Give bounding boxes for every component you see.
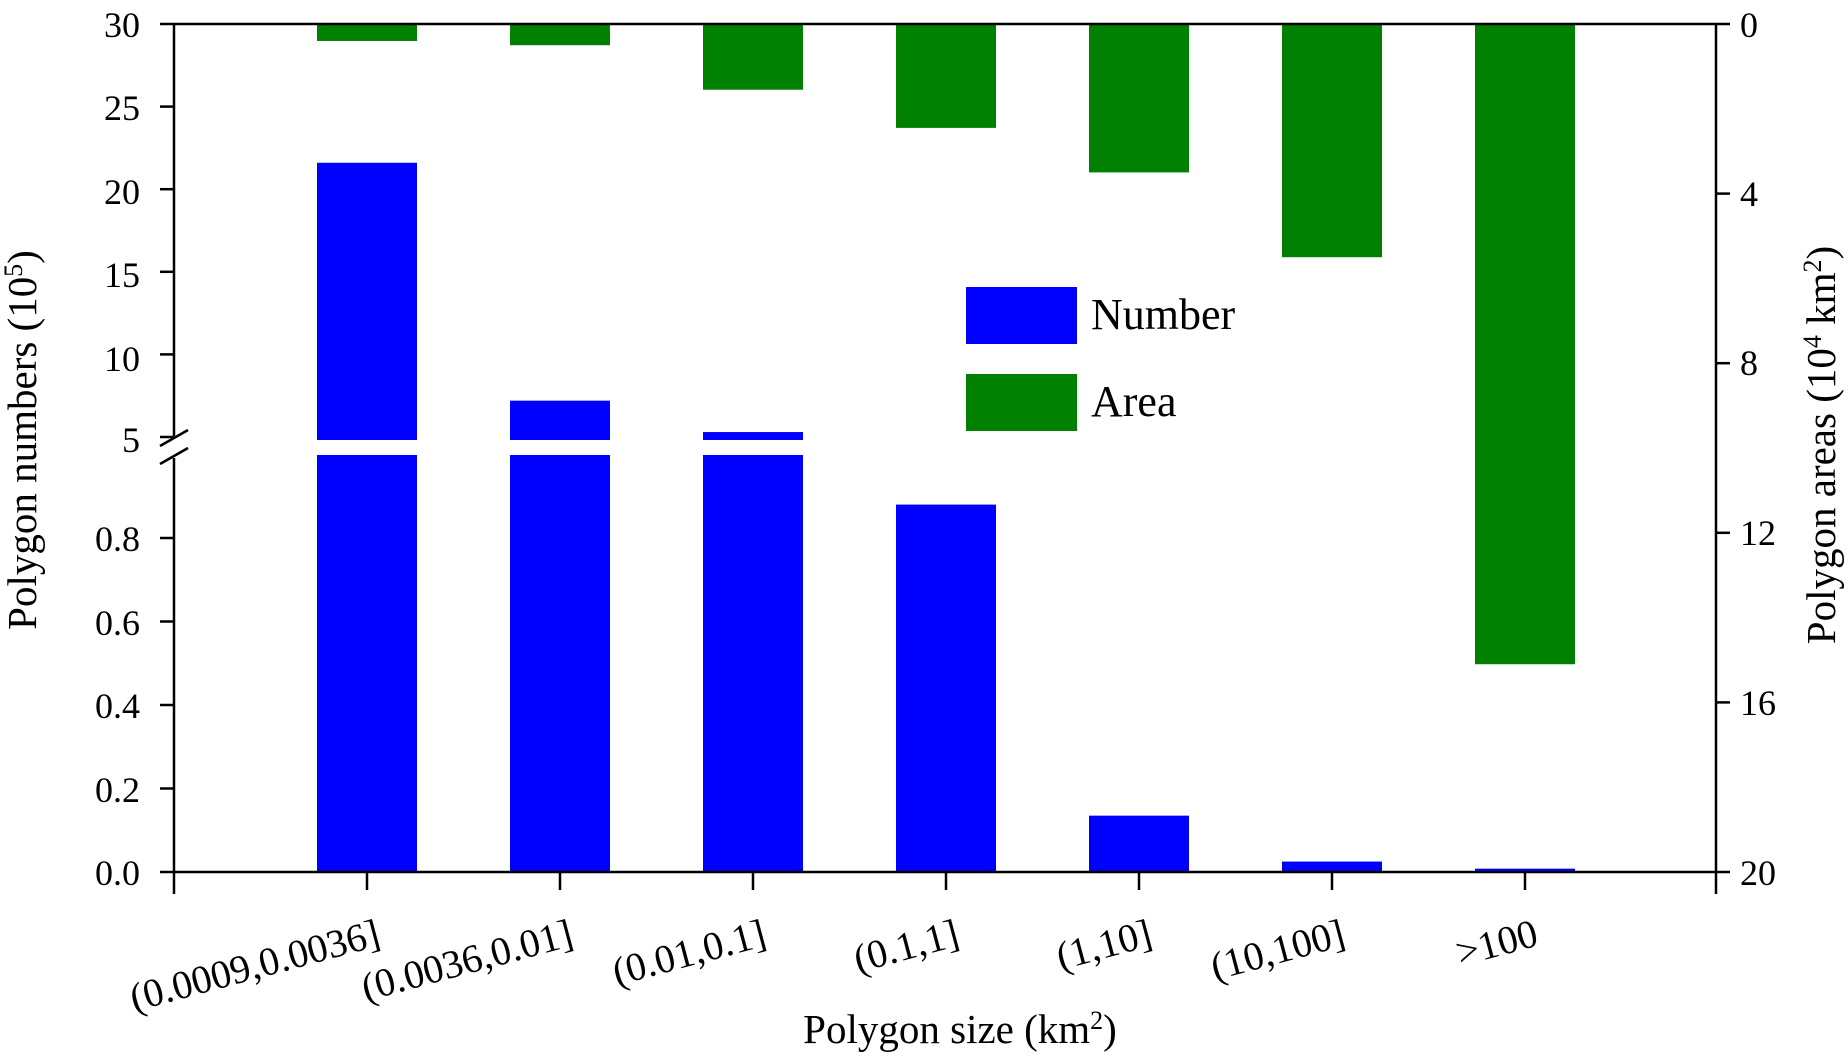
- category-label-3: (0.1,1]: [849, 910, 964, 981]
- number-bar: [1089, 815, 1189, 872]
- number-bar-upper: [703, 432, 803, 440]
- right-tick-label: 0: [1740, 5, 1758, 45]
- left-tick-label: 20: [104, 172, 140, 212]
- right-tick-label: 12: [1740, 513, 1776, 553]
- category-label-0: (0.0009,0.0036]: [125, 910, 385, 1020]
- left-tick-label: 10: [104, 339, 140, 379]
- area-bar: [1282, 24, 1382, 258]
- legend-swatch-area: [966, 374, 1077, 431]
- x-axis-title: Polygon size (km2): [803, 1006, 1117, 1052]
- area-bars: [317, 24, 1575, 665]
- right-tick-labels: 0 4 8 12 16 20: [1740, 5, 1776, 893]
- category-label-5: (10,100]: [1206, 910, 1350, 989]
- area-bar: [896, 24, 996, 128]
- legend-swatch-number: [966, 287, 1077, 344]
- number-bar: [510, 455, 610, 872]
- category-label-1: (0.0036,0.01]: [356, 910, 577, 1010]
- legend: Number Area: [966, 287, 1236, 431]
- right-axis-title: Polygon areas (104 km2): [1798, 246, 1844, 644]
- right-tick-label: 16: [1740, 683, 1776, 723]
- number-bar-upper: [317, 162, 417, 440]
- right-tick-label: 20: [1740, 853, 1776, 893]
- area-bar: [1089, 24, 1189, 173]
- number-bar: [1282, 861, 1382, 872]
- category-label-6: >100: [1451, 910, 1542, 975]
- axis-break-mark: [159, 446, 189, 466]
- category-label-2: (0.01,0.1]: [607, 910, 770, 994]
- axes: [159, 22, 1730, 894]
- number-bars: [317, 162, 1575, 872]
- left-tick-label: 25: [104, 88, 140, 128]
- left-tick-label: 0.6: [95, 603, 140, 643]
- left-tick-label: 15: [104, 255, 140, 295]
- number-bar: [896, 504, 996, 872]
- left-tick-label: 0.4: [95, 686, 140, 726]
- left-lower-tick-labels: 0.0 0.2 0.4 0.6 0.8: [95, 519, 140, 893]
- number-bar: [703, 455, 803, 872]
- area-bar: [510, 24, 610, 46]
- area-bar: [317, 24, 417, 41]
- left-tick-label: 0.0: [95, 853, 140, 893]
- right-tick-label: 8: [1740, 343, 1758, 383]
- area-bar: [1475, 24, 1575, 665]
- left-tick-label: 5: [122, 420, 140, 460]
- legend-label-number: Number: [1091, 290, 1236, 339]
- category-labels: (0.0009,0.0036] (0.0036,0.01] (0.01,0.1]…: [125, 910, 1543, 1020]
- left-axis-title: Polygon numbers (105): [0, 250, 45, 630]
- category-label-4: (1,10]: [1051, 910, 1156, 978]
- number-bar-upper: [510, 400, 610, 440]
- left-tick-label: 0.8: [95, 519, 140, 559]
- left-tick-label: 30: [104, 5, 140, 45]
- number-bar: [317, 455, 417, 872]
- right-tick-label: 4: [1740, 174, 1758, 214]
- left-upper-tick-labels: 5 10 15 20 25 30: [104, 5, 140, 460]
- area-bar: [703, 24, 803, 90]
- legend-label-area: Area: [1091, 377, 1177, 426]
- left-tick-label: 0.2: [95, 770, 140, 810]
- number-bar: [1475, 868, 1575, 872]
